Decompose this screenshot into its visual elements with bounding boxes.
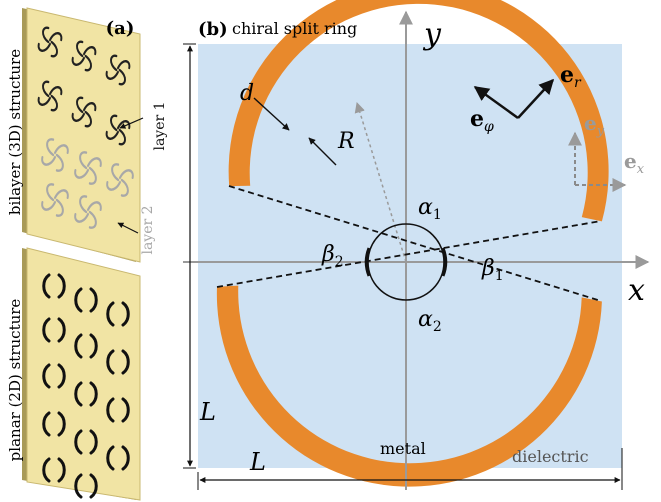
beta2-arc — [364, 247, 371, 277]
ephi-label: eφ — [470, 106, 494, 135]
beta1-arc — [441, 247, 448, 277]
ey-label: ey — [584, 111, 605, 139]
polar-unit-vectors — [473, 78, 555, 120]
beta1-label: β1 — [481, 256, 504, 284]
er-label: er — [560, 62, 582, 91]
er-arrow — [517, 78, 555, 119]
beta2-label: β2 — [321, 242, 344, 270]
d-pointer — [253, 97, 290, 131]
layer-1-pointer — [119, 117, 144, 129]
angle-line-2 — [216, 220, 602, 288]
cartesian-unit-vectors — [568, 131, 627, 192]
y-axis-label: y — [422, 17, 442, 52]
planar-slab — [22, 247, 141, 501]
alpha2-label: α2 — [418, 307, 442, 335]
angle-line-1 — [228, 185, 602, 302]
L-horizontal-label: L — [249, 448, 266, 476]
panel-a-label: (a) — [106, 18, 135, 39]
R-pointer — [308, 137, 337, 166]
radius-vector — [354, 101, 407, 263]
dielectric-label: dielectric — [512, 447, 589, 466]
angle-lines — [216, 101, 602, 302]
panel-a: (a) bilayer (3D) structure planar (2D) s… — [6, 7, 168, 501]
planar-caption: planar (2D) structure — [6, 299, 24, 462]
dimension-lines — [183, 43, 623, 490]
ex-label: ex — [624, 149, 645, 177]
axes — [183, 10, 650, 490]
bilayer-caption: bilayer (3D) structure — [6, 49, 24, 215]
d-label: d — [240, 81, 254, 106]
angle-circle — [367, 223, 445, 301]
layer-1-label: layer 1 — [152, 101, 168, 150]
R-label: R — [337, 129, 355, 154]
panel-b-label: (b) — [198, 19, 228, 40]
x-axis-label: x — [628, 273, 645, 308]
metal-label: metal — [380, 439, 426, 458]
metal-split-ring — [216, 0, 609, 487]
panel-b-title: chiral split ring — [232, 19, 357, 38]
L-vertical-label: L — [199, 398, 216, 426]
layer-2-label: layer 2 — [140, 205, 156, 254]
lower-ring-arc — [216, 285, 602, 487]
alpha1-label: α1 — [418, 195, 442, 223]
bilayer-slab — [22, 7, 144, 263]
layer-2-pointer — [117, 222, 139, 234]
panel-b: (b) chiral split ring y x d R α1 α2 β2 β… — [183, 0, 650, 490]
ephi-arrow — [473, 85, 519, 120]
